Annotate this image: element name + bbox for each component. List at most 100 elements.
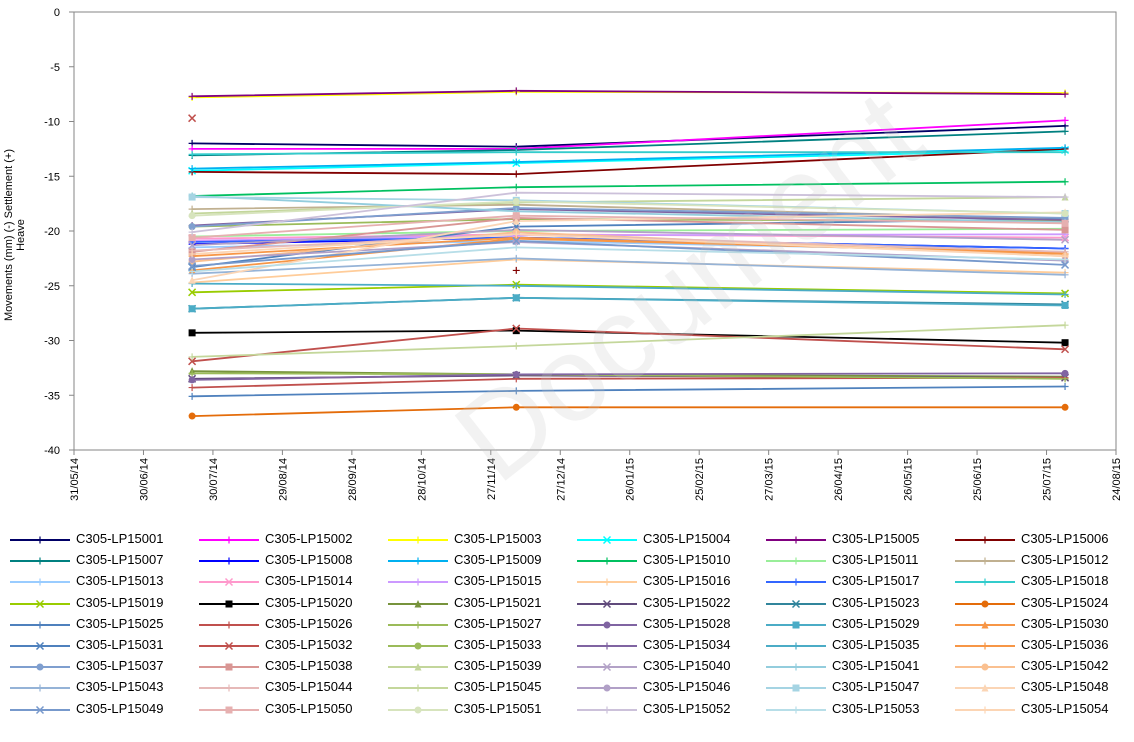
legend-label: C305-LP15044 [265, 679, 353, 695]
legend-label: C305-LP15016 [643, 573, 731, 589]
legend-label: C305-LP15025 [76, 615, 164, 631]
data-point [512, 282, 520, 290]
series-line [192, 406, 1066, 417]
data-point [512, 87, 520, 95]
data-point [36, 536, 44, 544]
data-point [603, 706, 611, 714]
data-point [603, 557, 611, 565]
data-point [188, 150, 196, 158]
legend-swatch [955, 536, 1015, 544]
data-point [1061, 301, 1069, 309]
data-point [224, 641, 234, 651]
data-point [35, 599, 45, 608]
x-tick-label: 31/05/14 [69, 458, 81, 501]
legend-label: C305-LP15041 [832, 658, 920, 674]
legend-label: C305-LP15027 [454, 615, 542, 631]
legend-label: C305-LP15026 [265, 615, 353, 631]
data-point [188, 193, 196, 201]
legend-swatch [955, 620, 1015, 629]
legend-swatch [10, 621, 70, 629]
x-tick-label: 27/12/14 [555, 458, 567, 501]
series-line [192, 146, 1066, 170]
x-tick-label: 25/02/15 [694, 458, 706, 501]
legend-swatch [577, 663, 637, 672]
legend-swatch [199, 536, 259, 544]
data-point [188, 392, 196, 400]
legend-swatch [766, 557, 826, 565]
legend-swatch [955, 557, 1015, 565]
legend-swatch [10, 599, 70, 608]
data-point [512, 238, 520, 246]
legend-label: C305-LP15009 [454, 552, 542, 568]
x-tick-label: 30/07/14 [208, 458, 220, 501]
data-point [792, 706, 800, 714]
legend-swatch [766, 621, 826, 629]
series-line [192, 376, 1066, 389]
x-tick-label: 28/10/14 [416, 458, 428, 501]
legend-swatch [766, 578, 826, 586]
legend-label: C305-LP15005 [832, 531, 920, 546]
legend-label: C305-LP15038 [265, 658, 353, 674]
line-chart: 0 -5 -10 -15 -20 -25 -30 -35 -40 31/05/14 30/06/14… [44, 7, 1123, 501]
legend-swatch [577, 706, 637, 714]
data-point [512, 217, 520, 225]
legend-swatch [766, 536, 826, 544]
x-tick-label: 24/08/15 [1111, 458, 1123, 501]
legend-swatch [10, 578, 70, 586]
legend-label: C305-LP15037 [76, 658, 164, 674]
legend-swatch [766, 684, 826, 692]
data-point [603, 642, 611, 650]
data-point [188, 329, 196, 337]
x-tick-label: 26/04/15 [833, 458, 845, 501]
legend-swatch [199, 600, 259, 608]
y-axis-title: Movements (mm) (-) Settlement (+) Heave [3, 148, 27, 322]
legend-swatch [955, 600, 1015, 608]
data-point [512, 342, 520, 350]
data-point [512, 197, 520, 205]
legend-label: C305-LP15043 [76, 679, 164, 695]
data-point [188, 276, 196, 284]
data-point [36, 557, 44, 565]
data-point [981, 620, 989, 629]
data-point [414, 599, 422, 608]
data-point [512, 324, 521, 333]
legend-label: C305-LP15011 [832, 552, 919, 568]
y-tick-label: -25 [44, 281, 60, 293]
data-point [414, 663, 422, 671]
data-point [1061, 209, 1069, 217]
legend-label: C305-LP15018 [1021, 573, 1109, 589]
data-point [981, 706, 989, 714]
legend-label: C305-LP15004 [643, 531, 731, 546]
legend-label: C305-LP15019 [76, 594, 164, 610]
legend-label: C305-LP15048 [1021, 679, 1109, 695]
legend-label: C305-LP15023 [832, 594, 920, 610]
data-point [792, 663, 800, 671]
data-point [1061, 345, 1070, 354]
legend-label: C305-LP15053 [832, 700, 920, 716]
legend-swatch [955, 706, 1015, 714]
data-point [981, 684, 989, 692]
data-point [602, 663, 612, 672]
data-point [414, 706, 422, 714]
y-tick-label: -40 [44, 445, 60, 457]
data-point [792, 621, 800, 629]
legend-swatch [10, 705, 70, 714]
legend-swatch [388, 642, 448, 650]
data-point [512, 243, 520, 251]
legend-label: C305-LP15030 [1021, 615, 1109, 631]
series-line [192, 327, 1066, 363]
data-point [225, 557, 233, 565]
data-point [188, 376, 196, 384]
data-point [1061, 260, 1070, 269]
legend-label: C305-LP15054 [1021, 700, 1109, 716]
x-tick-label: 30/06/14 [138, 458, 150, 501]
data-point [188, 268, 196, 276]
legend-swatch [577, 684, 637, 692]
y-tick-label: -5 [50, 62, 60, 74]
legend-swatch [577, 557, 637, 565]
data-point [512, 370, 520, 378]
legend-swatch [199, 684, 259, 692]
legend-label: C305-LP15006 [1021, 531, 1109, 546]
data-point [512, 170, 520, 178]
x-tick-label: 27/03/15 [764, 458, 776, 501]
